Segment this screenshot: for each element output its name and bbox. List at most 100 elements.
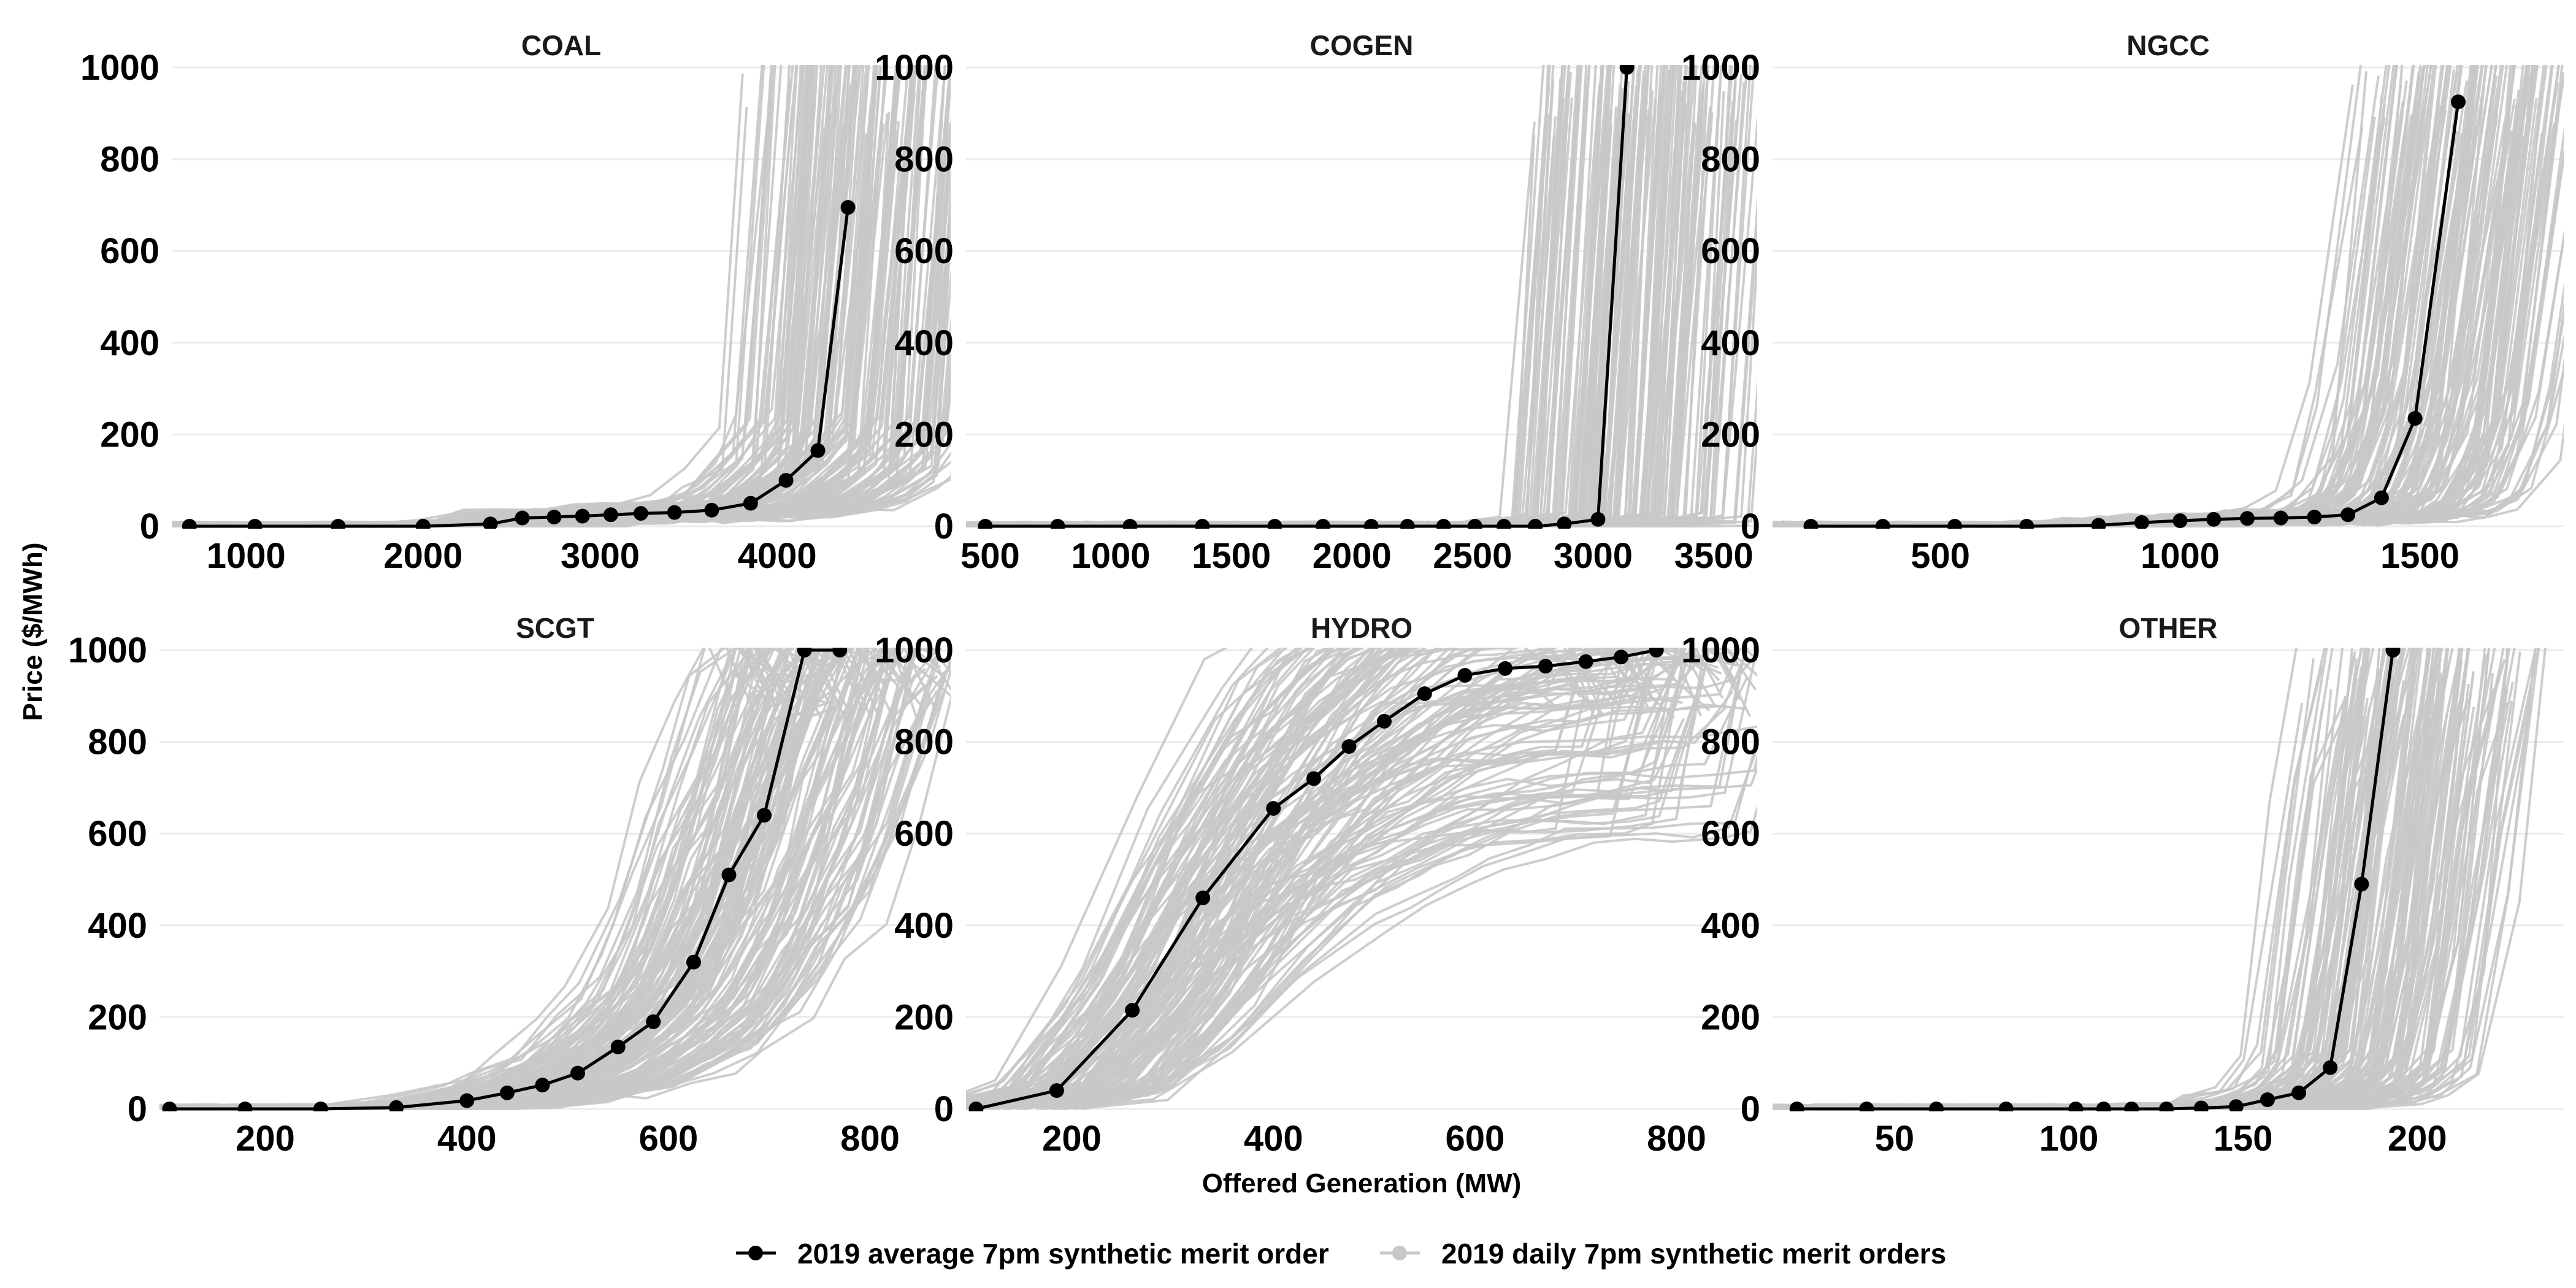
- average-curve-cogen: [978, 65, 1635, 529]
- average-point: [546, 510, 562, 525]
- y-axis-title: Price ($/MWh): [18, 543, 48, 721]
- daily-curve: [966, 648, 1229, 1094]
- x-tick-label: 400: [1244, 1119, 1303, 1159]
- daily-curve: [188, 65, 802, 528]
- average-point: [2323, 1060, 2338, 1075]
- average-point: [237, 1102, 253, 1111]
- average-point: [2240, 511, 2255, 526]
- daily-curve: [1773, 665, 2324, 1111]
- y-tick-label: 800: [1701, 723, 1760, 762]
- daily-curve: [966, 648, 1612, 1100]
- y-tick-label: 200: [100, 415, 159, 454]
- daily-curve: [1793, 648, 2381, 1110]
- daily-curve: [966, 65, 1545, 528]
- average-point: [1436, 519, 1451, 529]
- daily-curve: [1063, 648, 1739, 1106]
- daily-curve: [966, 93, 1580, 528]
- daily-curve: [966, 98, 1565, 528]
- average-point: [756, 808, 772, 823]
- average-point: [1649, 648, 1664, 657]
- average-point: [1929, 1102, 1944, 1111]
- panel-ngcc: NGCC 0 200 400 600 800 1000 500 1000 1500: [1681, 29, 2564, 576]
- average-point: [1528, 519, 1543, 529]
- average-point: [978, 519, 993, 529]
- average-point: [247, 519, 263, 529]
- daily-curve: [973, 97, 1563, 527]
- average-point: [2228, 1099, 2244, 1111]
- daily-curve: [966, 65, 1611, 528]
- daily-curves-cogen: [966, 65, 1757, 528]
- daily-curve: [172, 65, 773, 528]
- daily-curve: [1798, 83, 2402, 527]
- daily-curve: [966, 648, 1343, 1100]
- average-point: [603, 507, 618, 523]
- daily-curve: [172, 65, 814, 528]
- daily-curve: [966, 648, 1650, 1110]
- average-point: [1376, 713, 1392, 729]
- daily-curve: [1054, 652, 1757, 1110]
- daily-curve: [172, 65, 794, 527]
- daily-curve: [1773, 117, 2386, 527]
- average-point: [1050, 519, 1065, 529]
- panel-scgt: SCGT 0 200 400 600 800 1000 200 400 600 800: [68, 612, 951, 1159]
- daily-curve: [209, 648, 827, 1110]
- daily-curve: [159, 648, 738, 1111]
- average-point: [2374, 490, 2389, 505]
- daily-curve: [1012, 65, 1604, 528]
- average-point: [2096, 1102, 2111, 1111]
- daily-curve: [966, 91, 1562, 528]
- daily-curve: [966, 114, 1550, 527]
- daily-curve: [1794, 668, 2381, 1110]
- x-tick-label: 800: [840, 1119, 900, 1159]
- average-point: [1400, 519, 1415, 529]
- daily-curve: [974, 648, 1662, 1110]
- x-tick-label: 1000: [207, 536, 286, 576]
- y-tick-label: 600: [1701, 231, 1760, 271]
- daily-curve: [966, 65, 1582, 528]
- daily-curve: [172, 83, 773, 527]
- panel-hydro: HYDRO 0 200 400 600 800 1000 200 400 600 800: [875, 612, 1757, 1159]
- daily-curve: [966, 121, 1536, 528]
- legend: 2019 average 7pm synthetic merit order 2…: [736, 1238, 1946, 1270]
- gridlines-coal: [172, 66, 951, 527]
- daily-curve: [172, 65, 805, 527]
- daily-curve: [172, 73, 744, 527]
- average-point: [1341, 739, 1357, 754]
- y-tick-label: 0: [140, 507, 159, 546]
- daily-curve: [966, 65, 1570, 528]
- y-tick-label: 1000: [1681, 631, 1760, 670]
- x-tick-label: 1500: [2380, 536, 2459, 576]
- y-tick-label: 400: [1701, 323, 1760, 363]
- y-tick-label: 600: [894, 814, 954, 854]
- daily-curve: [278, 648, 918, 1110]
- daily-curve: [966, 648, 1684, 1106]
- daily-curve: [1779, 648, 2385, 1110]
- average-point: [483, 516, 498, 529]
- y-tick-label: 400: [894, 906, 954, 946]
- y-tick-label: 0: [128, 1089, 147, 1129]
- average-point: [2354, 876, 2369, 892]
- average-point: [646, 1014, 661, 1029]
- x-tick-label: 3000: [561, 536, 640, 576]
- average-point: [2172, 513, 2188, 529]
- daily-curve: [966, 65, 1555, 528]
- average-curve-coal: [182, 200, 856, 529]
- y-tick-label: 600: [100, 231, 159, 271]
- daily-curve: [979, 648, 1623, 1110]
- average-point: [1306, 771, 1321, 786]
- average-point: [2091, 518, 2106, 529]
- daily-curve: [975, 648, 1706, 1110]
- x-tick-label: 200: [2388, 1119, 2447, 1159]
- x-tick-label: 3000: [1554, 536, 1633, 576]
- daily-curve: [977, 662, 1708, 1110]
- daily-curve: [975, 65, 1591, 528]
- daily-curve: [966, 134, 1536, 528]
- daily-curves-other: [1773, 648, 2547, 1111]
- y-tick-label: 0: [1741, 1089, 1760, 1129]
- average-point: [2206, 512, 2221, 527]
- daily-curve: [172, 79, 792, 528]
- average-point: [2451, 94, 2466, 110]
